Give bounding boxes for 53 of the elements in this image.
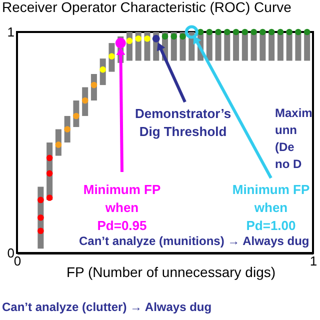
bar: [250, 32, 257, 61]
annotation: Demonstrator’s Dig Threshold: [134, 106, 232, 139]
point: [46, 170, 53, 177]
bar: [242, 32, 248, 61]
bar: [233, 32, 240, 61]
point: [135, 35, 142, 42]
point: [90, 82, 98, 88]
point: [144, 35, 150, 42]
point: [73, 112, 80, 120]
point: [64, 126, 70, 132]
annotation: Maxim unn (De no D: [275, 106, 312, 171]
point: [224, 28, 230, 36]
point: [232, 28, 240, 36]
chart-title: Receiver Operator Characteristic (ROC) Curve: [2, 0, 292, 15]
point: [242, 28, 248, 36]
point: [46, 194, 53, 201]
point: [46, 154, 53, 162]
x-axis-title: FP (Number of unnecessary digs): [66, 264, 276, 280]
point: [55, 142, 62, 148]
point: [295, 28, 302, 36]
point: [180, 33, 186, 40]
annotation: Minimum FP when Pd=1.00: [232, 182, 310, 233]
bar: [215, 32, 222, 61]
annotation: Minimum FP when Pd=0.95: [83, 182, 161, 233]
point: [268, 28, 275, 36]
point: [126, 38, 133, 44]
point: [286, 28, 292, 36]
point: [260, 28, 266, 36]
point: [184, 25, 198, 39]
point: [250, 28, 257, 36]
bar: [224, 32, 230, 61]
point: [82, 97, 88, 104]
bar: [304, 32, 310, 61]
point: [152, 34, 160, 42]
point: [38, 228, 44, 234]
point: [115, 38, 126, 48]
bar: [286, 32, 292, 61]
bar: [295, 32, 302, 61]
point: [38, 196, 44, 204]
point: [215, 28, 222, 36]
text: Can’t analyze (clutter) → Always dug: [2, 300, 212, 314]
point: [170, 33, 178, 40]
point: [304, 28, 310, 36]
bar: [268, 32, 275, 61]
point: [38, 214, 44, 221]
annotation: Can’t analyze (munitions) → Always dug: [79, 234, 310, 248]
bar: [277, 32, 284, 61]
point: [100, 66, 106, 73]
point: [108, 53, 115, 60]
point: [206, 28, 213, 36]
bar: [260, 32, 266, 61]
point: [277, 28, 284, 36]
point: [162, 33, 168, 40]
